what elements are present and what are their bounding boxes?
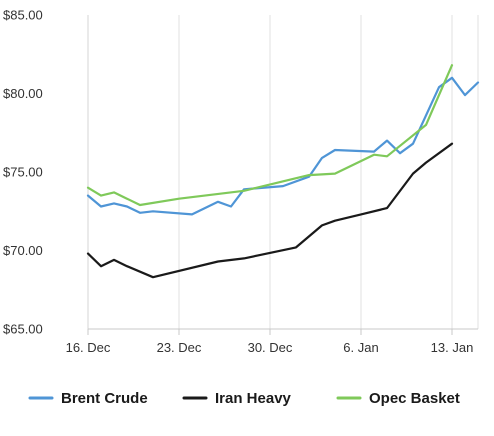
legend-label: Iran Heavy [215,390,292,407]
x-tick-label: 6. Jan [343,340,378,355]
x-tick-label: 23. Dec [157,340,202,355]
series-line-opec-basket [86,64,454,207]
x-tick-label: 13. Jan [431,340,474,355]
x-tick-label: 30. Dec [248,340,293,355]
x-tick-label: 16. Dec [66,340,111,355]
legend-item-iran-heavy[interactable]: Iran Heavy [182,390,292,407]
y-tick-label: $85.00 [3,8,43,23]
y-tick-label: $65.00 [3,322,43,337]
legend-item-brent-crude[interactable]: Brent Crude [28,390,148,407]
series-line-brent-crude [86,76,480,216]
legend-label: Opec Basket [369,390,460,407]
legend: Brent Crude Iran Heavy Opec Basket [28,390,460,407]
legend-item-opec-basket[interactable]: Opec Basket [336,390,460,407]
series-lines [86,64,480,279]
y-tick-label: $80.00 [3,86,43,101]
legend-label: Brent Crude [61,390,148,407]
grid [87,15,479,329]
axes: $65.00 $70.00 $75.00 $80.00 $85.00 16. Dec 23.… [3,8,478,355]
y-tick-label: $75.00 [3,165,43,180]
series-line-iran-heavy [86,142,454,279]
y-tick-label: $70.00 [3,243,43,258]
